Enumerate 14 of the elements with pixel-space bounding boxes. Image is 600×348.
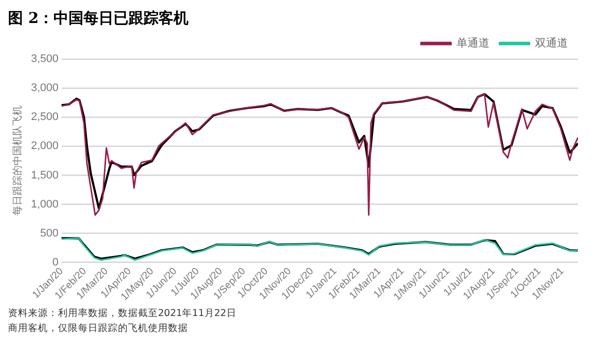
y-tick-label: 3,000 (30, 82, 59, 94)
y-tick-label: 1,000 (30, 198, 59, 210)
text: 资料来源：利用率数据，数据截至2021年11月22日 (8, 307, 238, 321)
y-tick-label: 0 (52, 256, 59, 268)
y-tick-label: 1,500 (30, 169, 59, 182)
y-tick-label: 2,500 (30, 111, 59, 124)
text: 商用客机，仅限每日跟踪的飞机使用数据 (8, 322, 189, 336)
y-tick-label: 500 (40, 227, 59, 240)
chart-title: 图 2：中国每日已跟踪客机 (8, 8, 190, 28)
y-axis-title: 每日跟踪的中国机队飞机 (12, 106, 24, 216)
legend-label: 双通道 (535, 36, 568, 50)
y-tick-label: 2,000 (30, 140, 59, 152)
y-tick-label: 3,500 (30, 53, 59, 66)
legend-label: 单通道 (456, 36, 490, 50)
